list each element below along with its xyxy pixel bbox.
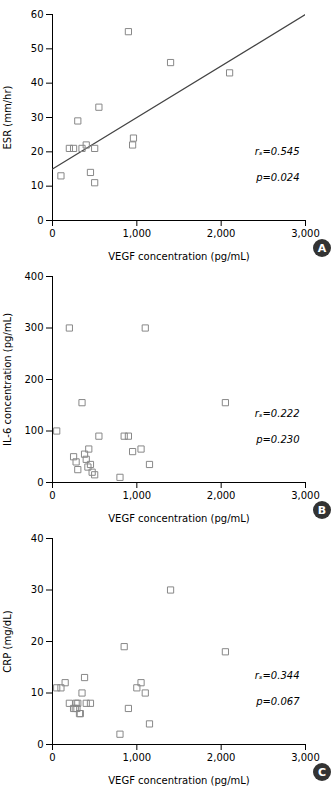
svg-text:ESR (mm/hr): ESR (mm/hr) — [2, 85, 13, 149]
svg-text:B: B — [318, 504, 326, 517]
svg-text:10: 10 — [31, 687, 44, 698]
svg-text:0: 0 — [37, 215, 43, 226]
svg-text:40: 40 — [31, 533, 44, 544]
svg-text:20: 20 — [31, 636, 44, 647]
svg-text:rₛ=0.545: rₛ=0.545 — [255, 146, 300, 157]
svg-text:0: 0 — [37, 477, 43, 488]
svg-text:VEGF concentration (pg/mL): VEGF concentration (pg/mL) — [108, 775, 250, 786]
svg-text:0: 0 — [37, 739, 43, 750]
svg-text:200: 200 — [24, 374, 43, 385]
svg-text:VEGF concentration (pg/mL): VEGF concentration (pg/mL) — [108, 251, 250, 262]
svg-text:1,000: 1,000 — [123, 490, 152, 501]
svg-text:IL-6 concentration (pg/mL): IL-6 concentration (pg/mL) — [2, 313, 13, 446]
svg-text:3,000: 3,000 — [291, 752, 320, 763]
svg-text:0: 0 — [49, 752, 55, 763]
svg-text:2,000: 2,000 — [207, 752, 236, 763]
svg-text:p=0.230: p=0.230 — [255, 434, 299, 445]
svg-text:300: 300 — [24, 322, 43, 333]
svg-text:2,000: 2,000 — [207, 490, 236, 501]
svg-text:20: 20 — [31, 146, 44, 157]
svg-text:p=0.067: p=0.067 — [255, 696, 300, 707]
svg-text:3,000: 3,000 — [291, 228, 320, 239]
svg-text:3,000: 3,000 — [291, 490, 320, 501]
svg-text:400: 400 — [24, 271, 43, 282]
svg-text:VEGF concentration (pg/mL): VEGF concentration (pg/mL) — [108, 513, 250, 524]
svg-text:2,000: 2,000 — [207, 228, 236, 239]
svg-text:10: 10 — [31, 180, 44, 191]
svg-text:30: 30 — [31, 112, 44, 123]
svg-text:rₛ=0.222: rₛ=0.222 — [255, 408, 300, 419]
svg-text:0: 0 — [49, 490, 55, 501]
svg-text:50: 50 — [31, 43, 44, 54]
svg-text:rₛ=0.344: rₛ=0.344 — [255, 670, 300, 681]
svg-text:C: C — [318, 766, 326, 779]
svg-text:0: 0 — [49, 228, 55, 239]
svg-text:40: 40 — [31, 77, 44, 88]
svg-text:100: 100 — [24, 425, 43, 436]
svg-text:1,000: 1,000 — [123, 752, 152, 763]
svg-text:1,000: 1,000 — [123, 228, 152, 239]
svg-text:60: 60 — [31, 9, 44, 20]
svg-text:A: A — [318, 242, 327, 255]
svg-text:p=0.024: p=0.024 — [255, 172, 299, 183]
svg-text:30: 30 — [31, 584, 44, 595]
svg-text:CRP (mg/dL): CRP (mg/dL) — [2, 610, 13, 672]
